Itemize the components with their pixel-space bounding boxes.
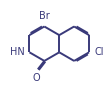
Text: Cl: Cl (94, 47, 104, 57)
Text: Br: Br (39, 11, 50, 21)
Text: O: O (32, 73, 40, 83)
Text: HN: HN (10, 47, 24, 57)
